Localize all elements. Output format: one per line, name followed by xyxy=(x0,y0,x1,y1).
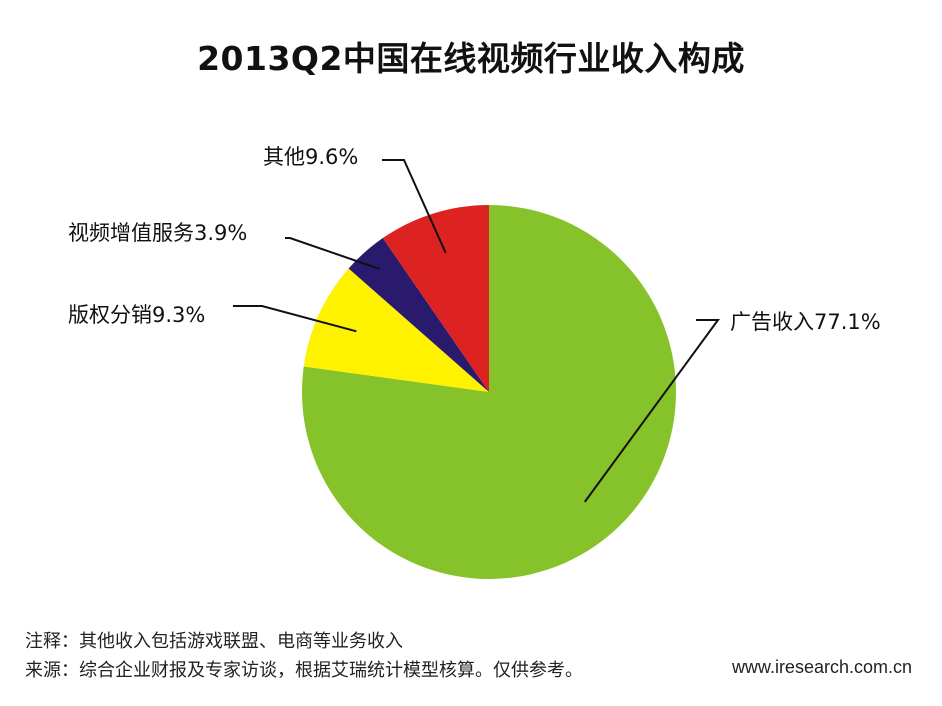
slice-label-2: 视频增值服务3.9% xyxy=(68,221,247,245)
pie-slice-1 xyxy=(303,268,489,392)
leader-line-2 xyxy=(285,237,381,270)
pie-slice-2 xyxy=(348,238,489,392)
slice-label-1: 版权分销9.3% xyxy=(68,303,205,327)
leader-line-1 xyxy=(233,305,357,333)
watermark-url: www.iresearch.com.cn xyxy=(731,657,912,677)
pie-slice-0 xyxy=(302,204,677,580)
slice-label-0: 广告收入77.1% xyxy=(730,310,881,334)
leader-line-0 xyxy=(583,319,720,503)
slice-label-3: 其他9.6% xyxy=(263,145,358,169)
footnote: 注释：其他收入包括游戏联盟、电商等业务收入 xyxy=(25,631,403,652)
leader-line-3 xyxy=(382,159,447,254)
pie-slice-3 xyxy=(382,205,489,392)
chart-title: 2013Q2中国在线视频行业收入构成 xyxy=(197,39,745,78)
pie-chart: 广告收入77.1% 版权分销9.3% 视频增值服务3.9% 其他9.6% xyxy=(68,145,881,580)
source-note: 来源：综合企业财报及专家访谈，根据艾瑞统计模型核算。仅供参考。 xyxy=(25,660,583,681)
